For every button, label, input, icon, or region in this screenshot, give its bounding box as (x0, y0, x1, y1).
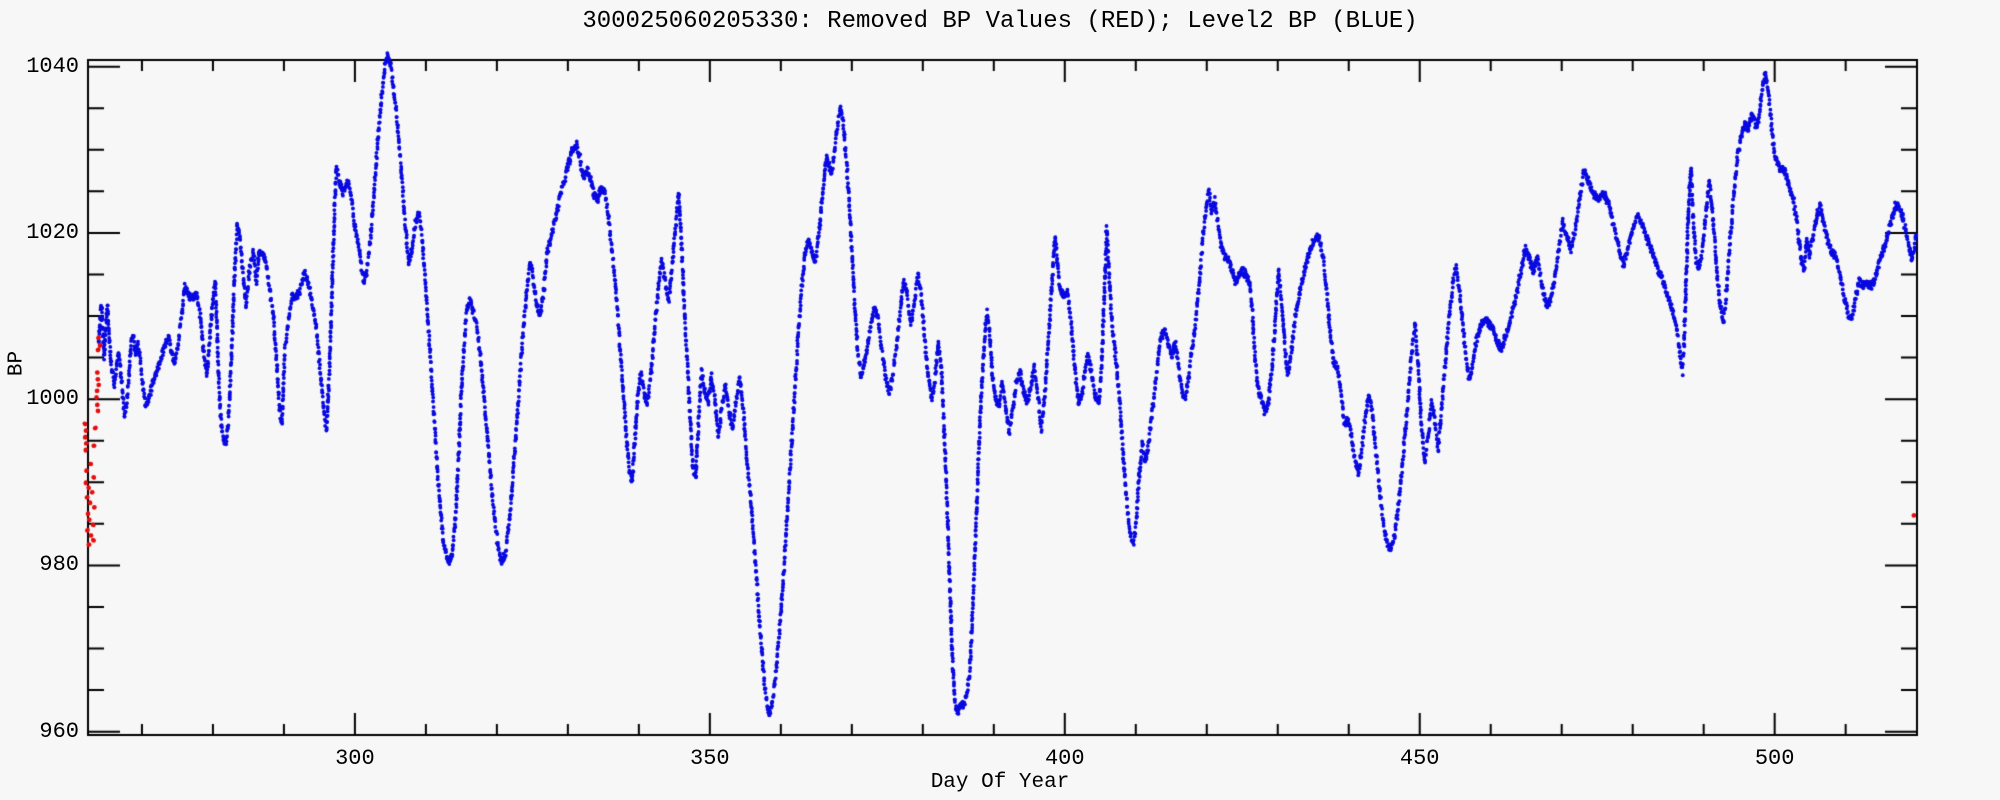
y-tick-label: 1020 (26, 219, 79, 245)
y-tick-label: 1040 (26, 53, 79, 79)
plot-title: 300025060205330: Removed BP Values (RED)… (582, 8, 1418, 35)
y-tick-label: 1000 (26, 386, 79, 412)
x-tick-label: 300 (335, 746, 375, 771)
x-tick-label: 450 (1399, 746, 1440, 771)
x-tick-label: 500 (1754, 746, 1795, 771)
x-tick-label: 350 (690, 746, 730, 771)
x-tick-label: 400 (1044, 746, 1085, 771)
x-axis-label: Day Of Year (930, 771, 1070, 794)
y-tick-label: 980 (39, 552, 79, 578)
y-axis-label: BP (5, 350, 29, 377)
y-tick-label: 960 (39, 718, 79, 744)
